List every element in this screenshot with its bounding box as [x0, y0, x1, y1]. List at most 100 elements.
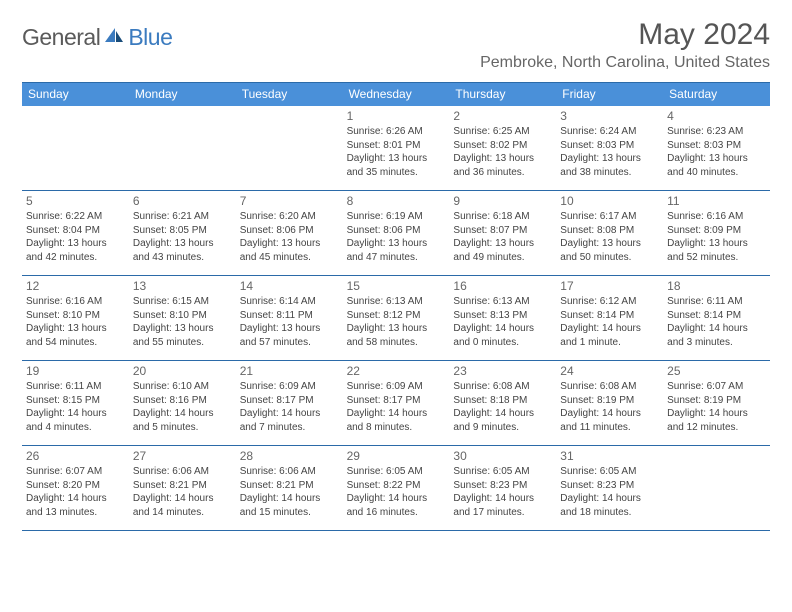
day-info: Sunrise: 6:16 AMSunset: 8:10 PMDaylight:…	[26, 295, 125, 349]
calendar-day: 16 Sunrise: 6:13 AMSunset: 8:13 PMDayligh…	[449, 276, 556, 360]
day-info: Sunrise: 6:11 AMSunset: 8:14 PMDaylight:…	[667, 295, 766, 349]
day-number: 3	[560, 109, 659, 123]
sail-icon	[103, 27, 125, 45]
calendar-empty	[22, 106, 129, 190]
logo: General Blue	[22, 24, 172, 51]
calendar-week: 12 Sunrise: 6:16 AMSunset: 8:10 PMDayligh…	[22, 276, 770, 361]
day-number: 15	[347, 279, 446, 293]
day-number: 2	[453, 109, 552, 123]
weekday-label: Friday	[556, 83, 663, 106]
calendar-day: 20Sunrise: 6:10 AMSunset: 8:16 PMDayligh…	[129, 361, 236, 445]
day-info: Sunrise: 6:12 AMSunset: 8:14 PMDaylight:…	[560, 295, 659, 349]
calendar-day: 30Sunrise: 6:05 AMSunset: 8:23 PMDayligh…	[449, 446, 556, 530]
day-number: 22	[347, 364, 446, 378]
weekday-label: Thursday	[449, 83, 556, 106]
calendar-day: 22Sunrise: 6:09 AMSunset: 8:17 PMDayligh…	[343, 361, 450, 445]
day-info: Sunrise: 6:07 AMSunset: 8:19 PMDaylight:…	[667, 380, 766, 434]
calendar-day: 18 Sunrise: 6:11 AMSunset: 8:14 PMDayligh…	[663, 276, 770, 360]
calendar-day: 31 Sunrise: 6:05 AMSunset: 8:23 PMDayligh…	[556, 446, 663, 530]
day-number: 7	[240, 194, 339, 208]
weekday-label: Tuesday	[236, 83, 343, 106]
weeks-container: 1 Sunrise: 6:26 AMSunset: 8:01 PMDaylight…	[22, 106, 770, 531]
calendar-day: 11 Sunrise: 6:16 AMSunset: 8:09 PMDayligh…	[663, 191, 770, 275]
day-number: 6	[133, 194, 232, 208]
day-info: Sunrise: 6:23 AMSunset: 8:03 PMDaylight:…	[667, 125, 766, 179]
day-number: 23	[453, 364, 552, 378]
day-info: Sunrise: 6:19 AMSunset: 8:06 PMDaylight:…	[347, 210, 446, 264]
day-number: 24	[560, 364, 659, 378]
day-number: 11	[667, 194, 766, 208]
day-number: 31	[560, 449, 659, 463]
day-info: Sunrise: 6:25 AMSunset: 8:02 PMDaylight:…	[453, 125, 552, 179]
day-number: 18	[667, 279, 766, 293]
calendar-day: 28Sunrise: 6:06 AMSunset: 8:21 PMDayligh…	[236, 446, 343, 530]
day-info: Sunrise: 6:06 AMSunset: 8:21 PMDaylight:…	[240, 465, 339, 519]
calendar-day: 21 Sunrise: 6:09 AMSunset: 8:17 PMDayligh…	[236, 361, 343, 445]
day-number: 8	[347, 194, 446, 208]
day-info: Sunrise: 6:08 AMSunset: 8:19 PMDaylight:…	[560, 380, 659, 434]
calendar-empty	[663, 446, 770, 530]
day-info: Sunrise: 6:20 AMSunset: 8:06 PMDaylight:…	[240, 210, 339, 264]
calendar-day: 9Sunrise: 6:18 AMSunset: 8:07 PMDaylight…	[449, 191, 556, 275]
day-info: Sunrise: 6:09 AMSunset: 8:17 PMDaylight:…	[240, 380, 339, 434]
calendar-day: 14 Sunrise: 6:14 AMSunset: 8:11 PMDayligh…	[236, 276, 343, 360]
day-number: 29	[347, 449, 446, 463]
day-number: 17	[560, 279, 659, 293]
day-number: 30	[453, 449, 552, 463]
day-number: 12	[26, 279, 125, 293]
day-info: Sunrise: 6:13 AMSunset: 8:13 PMDaylight:…	[453, 295, 552, 349]
location-text: Pembroke, North Carolina, United States	[480, 54, 770, 72]
weekday-label: Saturday	[663, 83, 770, 106]
calendar-day: 2 Sunrise: 6:25 AMSunset: 8:02 PMDaylight…	[449, 106, 556, 190]
day-info: Sunrise: 6:15 AMSunset: 8:10 PMDaylight:…	[133, 295, 232, 349]
weekday-label: Wednesday	[343, 83, 450, 106]
calendar-empty	[129, 106, 236, 190]
calendar-day: 7 Sunrise: 6:20 AMSunset: 8:06 PMDaylight…	[236, 191, 343, 275]
calendar-day: 6Sunrise: 6:21 AMSunset: 8:05 PMDaylight…	[129, 191, 236, 275]
day-info: Sunrise: 6:24 AMSunset: 8:03 PMDaylight:…	[560, 125, 659, 179]
calendar-day: 13 Sunrise: 6:15 AMSunset: 8:10 PMDayligh…	[129, 276, 236, 360]
day-number: 1	[347, 109, 446, 123]
calendar-week: 1 Sunrise: 6:26 AMSunset: 8:01 PMDaylight…	[22, 106, 770, 191]
day-number: 25	[667, 364, 766, 378]
day-info: Sunrise: 6:13 AMSunset: 8:12 PMDaylight:…	[347, 295, 446, 349]
logo-text-2: Blue	[128, 24, 172, 51]
day-number: 20	[133, 364, 232, 378]
calendar-week: 26 Sunrise: 6:07 AMSunset: 8:20 PMDayligh…	[22, 446, 770, 531]
day-number: 13	[133, 279, 232, 293]
day-info: Sunrise: 6:26 AMSunset: 8:01 PMDaylight:…	[347, 125, 446, 179]
day-number: 19	[26, 364, 125, 378]
calendar-day: 10 Sunrise: 6:17 AMSunset: 8:08 PMDayligh…	[556, 191, 663, 275]
day-number: 10	[560, 194, 659, 208]
calendar-week: 5 Sunrise: 6:22 AMSunset: 8:04 PMDaylight…	[22, 191, 770, 276]
calendar-day: 24 Sunrise: 6:08 AMSunset: 8:19 PMDayligh…	[556, 361, 663, 445]
day-number: 9	[453, 194, 552, 208]
day-info: Sunrise: 6:05 AMSunset: 8:22 PMDaylight:…	[347, 465, 446, 519]
day-number: 14	[240, 279, 339, 293]
calendar-day: 27Sunrise: 6:06 AMSunset: 8:21 PMDayligh…	[129, 446, 236, 530]
day-number: 5	[26, 194, 125, 208]
day-number: 26	[26, 449, 125, 463]
calendar-day: 25 Sunrise: 6:07 AMSunset: 8:19 PMDayligh…	[663, 361, 770, 445]
weekday-header: SundayMondayTuesdayWednesdayThursdayFrid…	[22, 83, 770, 106]
day-number: 21	[240, 364, 339, 378]
calendar-week: 19Sunrise: 6:11 AMSunset: 8:15 PMDayligh…	[22, 361, 770, 446]
day-number: 16	[453, 279, 552, 293]
title-block: May 2024 Pembroke, North Carolina, Unite…	[480, 18, 770, 72]
page-title: May 2024	[480, 18, 770, 52]
header: General Blue May 2024 Pembroke, North Car…	[22, 18, 770, 72]
day-info: Sunrise: 6:17 AMSunset: 8:08 PMDaylight:…	[560, 210, 659, 264]
day-number: 4	[667, 109, 766, 123]
calendar-day: 12 Sunrise: 6:16 AMSunset: 8:10 PMDayligh…	[22, 276, 129, 360]
day-info: Sunrise: 6:16 AMSunset: 8:09 PMDaylight:…	[667, 210, 766, 264]
logo-text-1: General	[22, 24, 100, 51]
day-info: Sunrise: 6:14 AMSunset: 8:11 PMDaylight:…	[240, 295, 339, 349]
calendar-day: 15 Sunrise: 6:13 AMSunset: 8:12 PMDayligh…	[343, 276, 450, 360]
calendar-empty	[236, 106, 343, 190]
weekday-label: Monday	[129, 83, 236, 106]
day-number: 27	[133, 449, 232, 463]
day-info: Sunrise: 6:07 AMSunset: 8:20 PMDaylight:…	[26, 465, 125, 519]
day-info: Sunrise: 6:22 AMSunset: 8:04 PMDaylight:…	[26, 210, 125, 264]
day-info: Sunrise: 6:05 AMSunset: 8:23 PMDaylight:…	[560, 465, 659, 519]
calendar-day: 4 Sunrise: 6:23 AMSunset: 8:03 PMDaylight…	[663, 106, 770, 190]
